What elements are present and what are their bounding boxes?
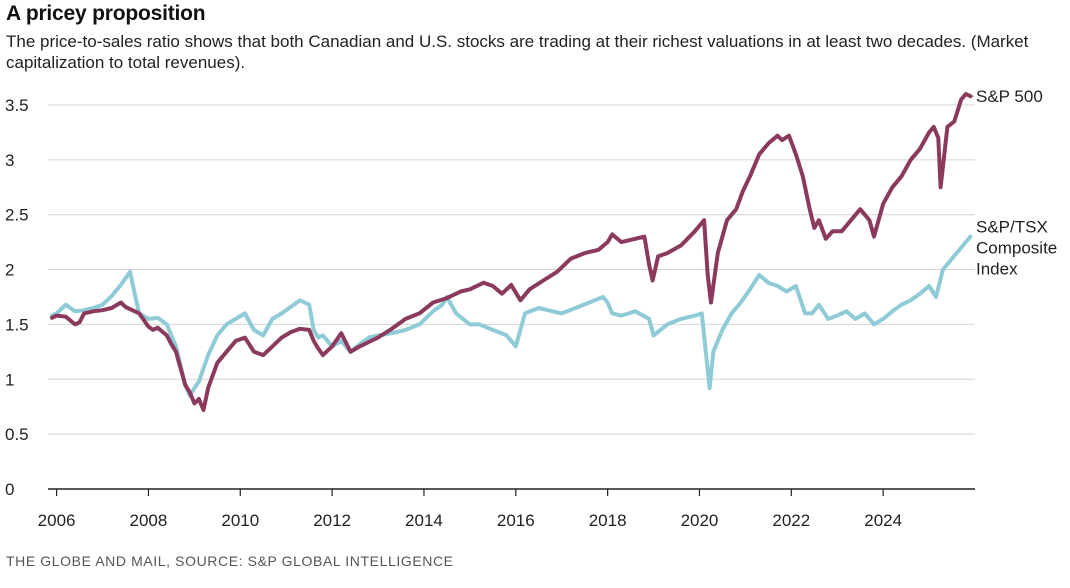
y-tick-label: 2 <box>5 261 14 280</box>
sp500-line <box>50 92 973 412</box>
y-tick-label: 2.5 <box>5 206 29 225</box>
x-tick-label: 2014 <box>405 511 443 530</box>
x-tick-label: 2006 <box>38 511 76 530</box>
series-labels: S&P 500 S&P/TSX Composite Index <box>970 87 1057 279</box>
chart-title: A pricey proposition <box>6 2 206 25</box>
y-tick-label: 1 <box>5 370 14 389</box>
tsx-label: Index <box>976 260 1018 279</box>
tsx-label: S&P/TSX <box>976 218 1048 237</box>
x-axis: 2006 2008 2010 2012 2014 2016 2018 2020 2022 2024 <box>38 488 975 530</box>
x-tick-label: 2012 <box>313 511 351 530</box>
y-tick-label: 0 <box>5 480 14 499</box>
tsx-label: Composite <box>976 239 1057 258</box>
y-tick-label: 3.5 <box>5 96 29 115</box>
sp500-label: S&P 500 <box>976 87 1043 106</box>
x-tick-label: 2022 <box>772 511 810 530</box>
tsx-line <box>50 234 973 398</box>
x-tick-label: 2016 <box>497 511 535 530</box>
x-tick-label: 2008 <box>130 511 168 530</box>
y-tick-label: 3 <box>5 151 14 170</box>
x-tick-label: 2020 <box>681 511 719 530</box>
grid-lines <box>48 104 975 435</box>
y-axis-tick-labels: 0 0.5 1 1.5 2 2.5 3 3.5 <box>5 96 29 499</box>
y-tick-label: 1.5 <box>5 315 29 334</box>
source-note: THE GLOBE AND MAIL, SOURCE: S&P GLOBAL I… <box>6 553 454 569</box>
series-lines <box>50 92 973 412</box>
y-tick-label: 0.5 <box>5 425 29 444</box>
x-tick-label: 2018 <box>589 511 627 530</box>
x-tick-label: 2010 <box>221 511 259 530</box>
x-tick-label: 2024 <box>864 511 902 530</box>
chart-subtitle: The price-to-sales ratio shows that both… <box>6 32 1029 72</box>
